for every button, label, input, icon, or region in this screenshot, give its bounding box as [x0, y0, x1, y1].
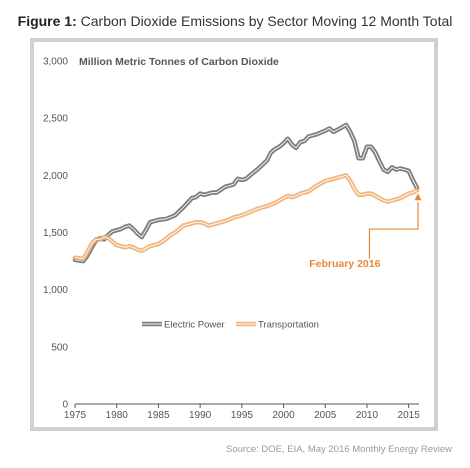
y-tick-label: 2,000 [43, 171, 68, 182]
legend-label-electric-power: Electric Power [164, 319, 225, 330]
y-axis-label: Million Metric Tonnes of Carbon Dioxide [79, 56, 279, 68]
x-axis-ticks: 1975 1980 1985 1990 1995 2000 2005 2010 2015 [64, 404, 420, 421]
y-tick-label: 1,000 [43, 285, 68, 296]
series-layer [72, 122, 420, 264]
figure-title: Figure 1: Carbon Dioxide Emissions by Se… [0, 13, 470, 29]
y-tick-label: 500 [51, 342, 68, 353]
x-tick-label: 1980 [106, 410, 129, 421]
y-tick-label: 1,500 [43, 228, 68, 239]
x-tick-label: 1985 [147, 410, 170, 421]
transportation-series-line [72, 173, 420, 262]
x-tick-label: 1975 [64, 410, 87, 421]
annotation-label: February 2016 [309, 258, 380, 270]
figure-label: Figure 1: [17, 13, 77, 29]
legend: Electric Power Transportation [142, 319, 319, 330]
chart-frame [30, 38, 438, 431]
x-tick-label: 2005 [314, 410, 337, 421]
y-tick-label: 0 [62, 400, 68, 411]
source-note: Source: DOE, EIA, May 2016 Monthly Energ… [226, 444, 452, 455]
x-tick-label: 2010 [356, 410, 379, 421]
figure-title-text: Carbon Dioxide Emissions by Sector Movin… [80, 13, 453, 29]
annotation-layer: February 2016 [309, 193, 422, 270]
annotation-arrow-icon [414, 193, 422, 201]
x-tick-label: 1995 [231, 410, 254, 421]
y-axis-ticks: 0 500 1,000 1,500 2,000 2,500 3,000 [43, 57, 68, 411]
x-tick-label: 2000 [272, 410, 295, 421]
y-tick-label: 3,000 [43, 57, 68, 68]
x-tick-label: 1990 [189, 410, 212, 421]
transportation-series-highlight [74, 174, 418, 260]
x-tick-label: 2015 [398, 410, 421, 421]
y-tick-label: 2,500 [43, 114, 68, 125]
electric-power-series-highlight [74, 124, 418, 262]
legend-label-transportation: Transportation [258, 319, 319, 330]
annotation-leader-line [368, 202, 419, 259]
